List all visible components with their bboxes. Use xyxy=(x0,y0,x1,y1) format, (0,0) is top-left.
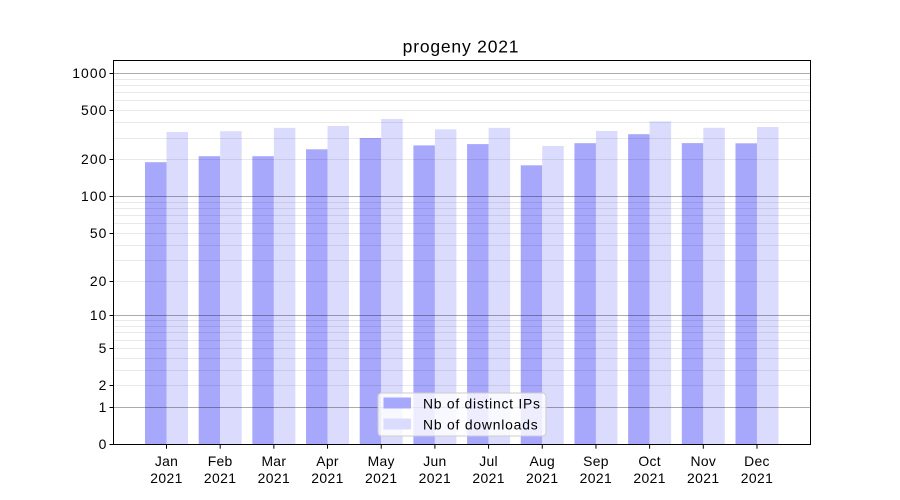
svg-text:May: May xyxy=(368,453,395,469)
svg-text:Oct: Oct xyxy=(638,453,661,469)
svg-text:2021: 2021 xyxy=(580,470,613,486)
svg-text:Mar: Mar xyxy=(261,453,286,469)
svg-text:2021: 2021 xyxy=(365,470,398,486)
svg-text:5: 5 xyxy=(99,340,108,356)
svg-text:2021: 2021 xyxy=(258,470,291,486)
svg-text:500: 500 xyxy=(81,102,107,118)
svg-text:2021: 2021 xyxy=(633,470,666,486)
svg-text:Jun: Jun xyxy=(423,453,446,469)
svg-text:100: 100 xyxy=(81,188,107,204)
svg-text:2021: 2021 xyxy=(687,470,720,486)
svg-text:2: 2 xyxy=(99,377,108,393)
svg-text:Nb of distinct IPs: Nb of distinct IPs xyxy=(423,396,541,412)
svg-text:Aug: Aug xyxy=(529,453,555,469)
svg-text:2021: 2021 xyxy=(526,470,559,486)
svg-text:Nb of downloads: Nb of downloads xyxy=(423,417,538,433)
svg-text:200: 200 xyxy=(81,151,107,167)
svg-text:Jan: Jan xyxy=(155,453,178,469)
svg-text:2021: 2021 xyxy=(741,470,774,486)
svg-text:20: 20 xyxy=(90,273,108,289)
svg-text:1000: 1000 xyxy=(72,65,107,81)
svg-text:Nov: Nov xyxy=(690,453,716,469)
svg-text:10: 10 xyxy=(90,307,108,323)
svg-text:Apr: Apr xyxy=(316,453,339,469)
svg-text:2021: 2021 xyxy=(150,470,183,486)
svg-text:1: 1 xyxy=(99,399,108,415)
svg-text:0: 0 xyxy=(99,436,108,452)
svg-text:2021: 2021 xyxy=(472,470,505,486)
svg-text:Sep: Sep xyxy=(583,453,609,469)
svg-text:2021: 2021 xyxy=(311,470,344,486)
svg-text:progeny 2021: progeny 2021 xyxy=(403,37,520,57)
svg-text:Dec: Dec xyxy=(744,453,770,469)
svg-text:2021: 2021 xyxy=(419,470,452,486)
svg-text:Jul: Jul xyxy=(479,453,498,469)
svg-text:Feb: Feb xyxy=(208,453,233,469)
svg-text:50: 50 xyxy=(90,225,108,241)
svg-text:2021: 2021 xyxy=(204,470,237,486)
